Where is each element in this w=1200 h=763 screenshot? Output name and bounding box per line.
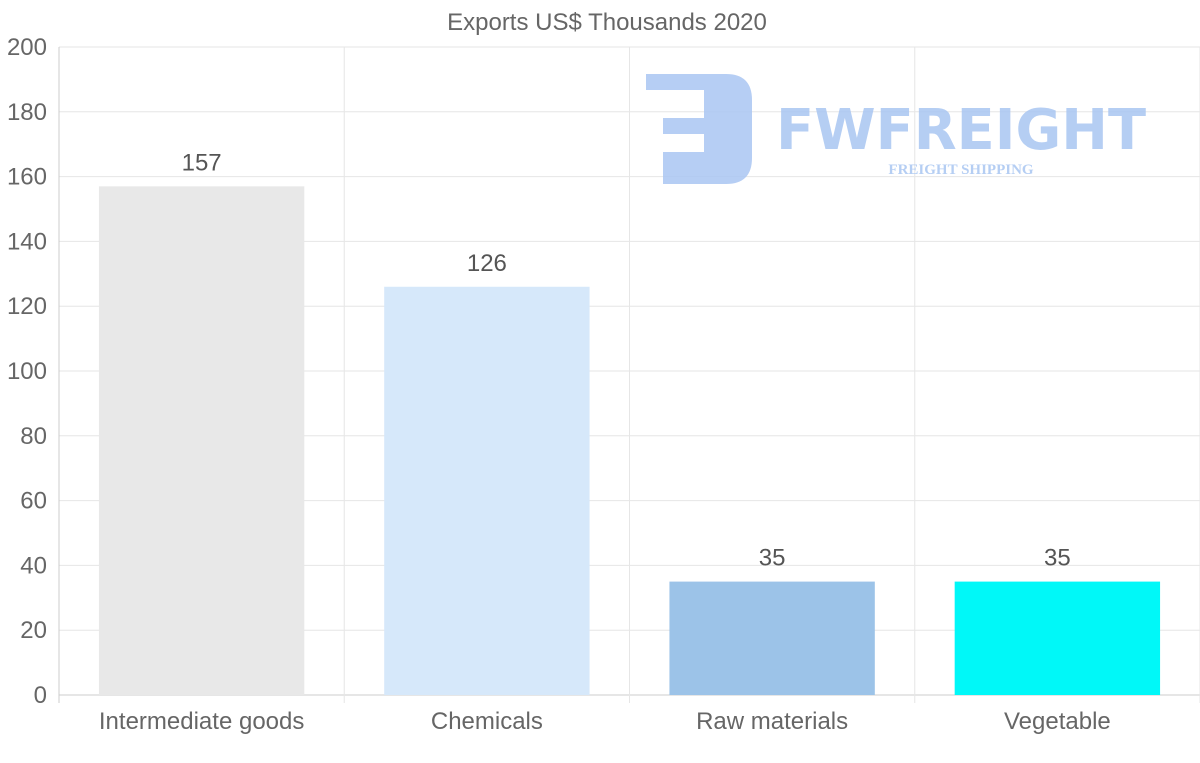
bar-vegetable <box>954 581 1161 695</box>
watermark-brand: FWFREIGHT <box>776 98 1146 163</box>
data-label: 35 <box>759 545 786 572</box>
y-axis: 0 20 40 60 80 100 120 140 160 180 200 <box>7 34 47 709</box>
watermark-logo: FWFREIGHT FREIGHT SHIPPING <box>646 74 1146 184</box>
y-tick-label: 200 <box>7 34 47 61</box>
data-labels: 157 126 35 35 <box>182 149 1071 571</box>
x-tick-label: Intermediate goods <box>99 708 304 735</box>
x-tick-label: Chemicals <box>431 708 543 735</box>
bar-raw-materials <box>669 581 875 695</box>
y-tick-label: 140 <box>7 228 47 255</box>
bars <box>98 186 1161 695</box>
watermark-tagline: FREIGHT SHIPPING <box>888 162 1033 178</box>
data-label: 157 <box>182 149 222 176</box>
bar-chemicals <box>384 286 590 695</box>
y-tick-label: 60 <box>20 488 47 515</box>
chart-title: Exports US$ Thousands 2020 <box>447 9 767 36</box>
y-tick-label: 100 <box>7 358 47 385</box>
x-tick-label: Raw materials <box>696 708 848 735</box>
data-label: 126 <box>467 250 507 277</box>
data-label: 35 <box>1044 545 1071 572</box>
bar-intermediate-goods <box>98 186 305 695</box>
y-tick-label: 0 <box>34 682 47 709</box>
x-tick-label: Vegetable <box>1004 708 1111 735</box>
y-tick-label: 120 <box>7 293 47 320</box>
y-tick-label: 160 <box>7 164 47 191</box>
y-tick-label: 80 <box>20 423 47 450</box>
y-tick-label: 20 <box>20 617 47 644</box>
y-tick-label: 40 <box>20 552 47 579</box>
y-tick-label: 180 <box>7 99 47 126</box>
x-axis: Intermediate goods Chemicals Raw materials… <box>99 708 1111 735</box>
logo-mark-icon <box>646 74 752 184</box>
